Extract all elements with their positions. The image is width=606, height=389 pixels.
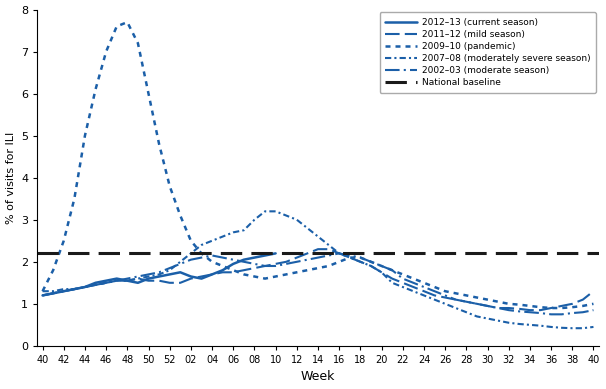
2009–10 (pandemic) (590, 301, 597, 306)
2012–13 (current season) (251, 255, 258, 260)
2012–13 (current season) (124, 279, 131, 283)
2011–12 (mild season) (315, 247, 322, 252)
2009–10 (pandemic) (410, 276, 417, 281)
2002–03 (moderate season) (399, 276, 407, 281)
2007–08 (moderately severe season) (410, 289, 417, 294)
2012–13 (current season) (135, 280, 142, 285)
Line: 2012–13 (current season): 2012–13 (current season) (42, 253, 276, 295)
Line: 2007–08 (moderately severe season): 2007–08 (moderately severe season) (42, 211, 593, 328)
2002–03 (moderate season) (39, 293, 46, 298)
2007–08 (moderately severe season) (590, 324, 597, 329)
2012–13 (current season) (187, 274, 195, 279)
2007–08 (moderately severe season) (187, 251, 195, 256)
2009–10 (pandemic) (198, 251, 205, 256)
2012–13 (current season) (240, 258, 247, 262)
2012–13 (current season) (39, 293, 46, 298)
2011–12 (mild season) (378, 270, 385, 275)
2012–13 (current season) (81, 285, 88, 289)
2012–13 (current season) (166, 272, 173, 277)
2007–08 (moderately severe season) (261, 209, 268, 214)
2012–13 (current season) (92, 280, 99, 285)
2011–12 (mild season) (187, 276, 195, 281)
2011–12 (mild season) (399, 280, 407, 285)
2002–03 (moderate season) (336, 251, 343, 256)
2012–13 (current season) (113, 276, 121, 281)
2011–12 (mild season) (367, 264, 375, 268)
2009–10 (pandemic) (378, 264, 385, 268)
2012–13 (current season) (145, 276, 152, 281)
2002–03 (moderate season) (590, 308, 597, 312)
2002–03 (moderate season) (410, 280, 417, 285)
2002–03 (moderate season) (547, 312, 554, 317)
2007–08 (moderately severe season) (399, 285, 407, 289)
2012–13 (current season) (230, 261, 237, 266)
Line: 2002–03 (moderate season): 2002–03 (moderate season) (42, 253, 593, 314)
2011–12 (mild season) (473, 301, 481, 306)
2012–13 (current season) (261, 253, 268, 258)
2012–13 (current season) (102, 279, 110, 283)
2007–08 (moderately severe season) (367, 264, 375, 268)
Legend: 2012–13 (current season), 2011–12 (mild season), 2009–10 (pandemic), 2007–08 (mo: 2012–13 (current season), 2011–12 (mild … (379, 12, 596, 93)
2012–13 (current season) (60, 289, 67, 294)
2011–12 (mild season) (39, 293, 46, 298)
Line: 2011–12 (mild season): 2011–12 (mild season) (42, 249, 593, 310)
2007–08 (moderately severe season) (39, 289, 46, 294)
2012–13 (current season) (272, 251, 279, 256)
2009–10 (pandemic) (399, 272, 407, 277)
X-axis label: Week: Week (301, 370, 335, 384)
2012–13 (current season) (176, 270, 184, 275)
2012–13 (current season) (50, 291, 57, 296)
Line: 2009–10 (pandemic): 2009–10 (pandemic) (42, 22, 593, 308)
2012–13 (current season) (198, 276, 205, 281)
2011–12 (mild season) (410, 285, 417, 289)
National baseline (50, 251, 57, 256)
2002–03 (moderate season) (378, 264, 385, 268)
2007–08 (moderately severe season) (568, 326, 576, 331)
2002–03 (moderate season) (367, 259, 375, 264)
2009–10 (pandemic) (39, 289, 46, 294)
Y-axis label: % of visits for ILI: % of visits for ILI (5, 131, 16, 224)
2009–10 (pandemic) (367, 259, 375, 264)
2011–12 (mild season) (590, 289, 597, 294)
2009–10 (pandemic) (547, 306, 554, 310)
2012–13 (current season) (219, 268, 226, 273)
2012–13 (current season) (156, 274, 163, 279)
2011–12 (mild season) (526, 308, 533, 312)
2009–10 (pandemic) (124, 20, 131, 25)
2009–10 (pandemic) (473, 295, 481, 300)
2007–08 (moderately severe season) (378, 270, 385, 275)
2002–03 (moderate season) (473, 301, 481, 306)
2002–03 (moderate season) (187, 258, 195, 262)
2007–08 (moderately severe season) (473, 314, 481, 319)
National baseline (39, 251, 46, 256)
2012–13 (current season) (208, 272, 216, 277)
2012–13 (current season) (71, 287, 78, 291)
